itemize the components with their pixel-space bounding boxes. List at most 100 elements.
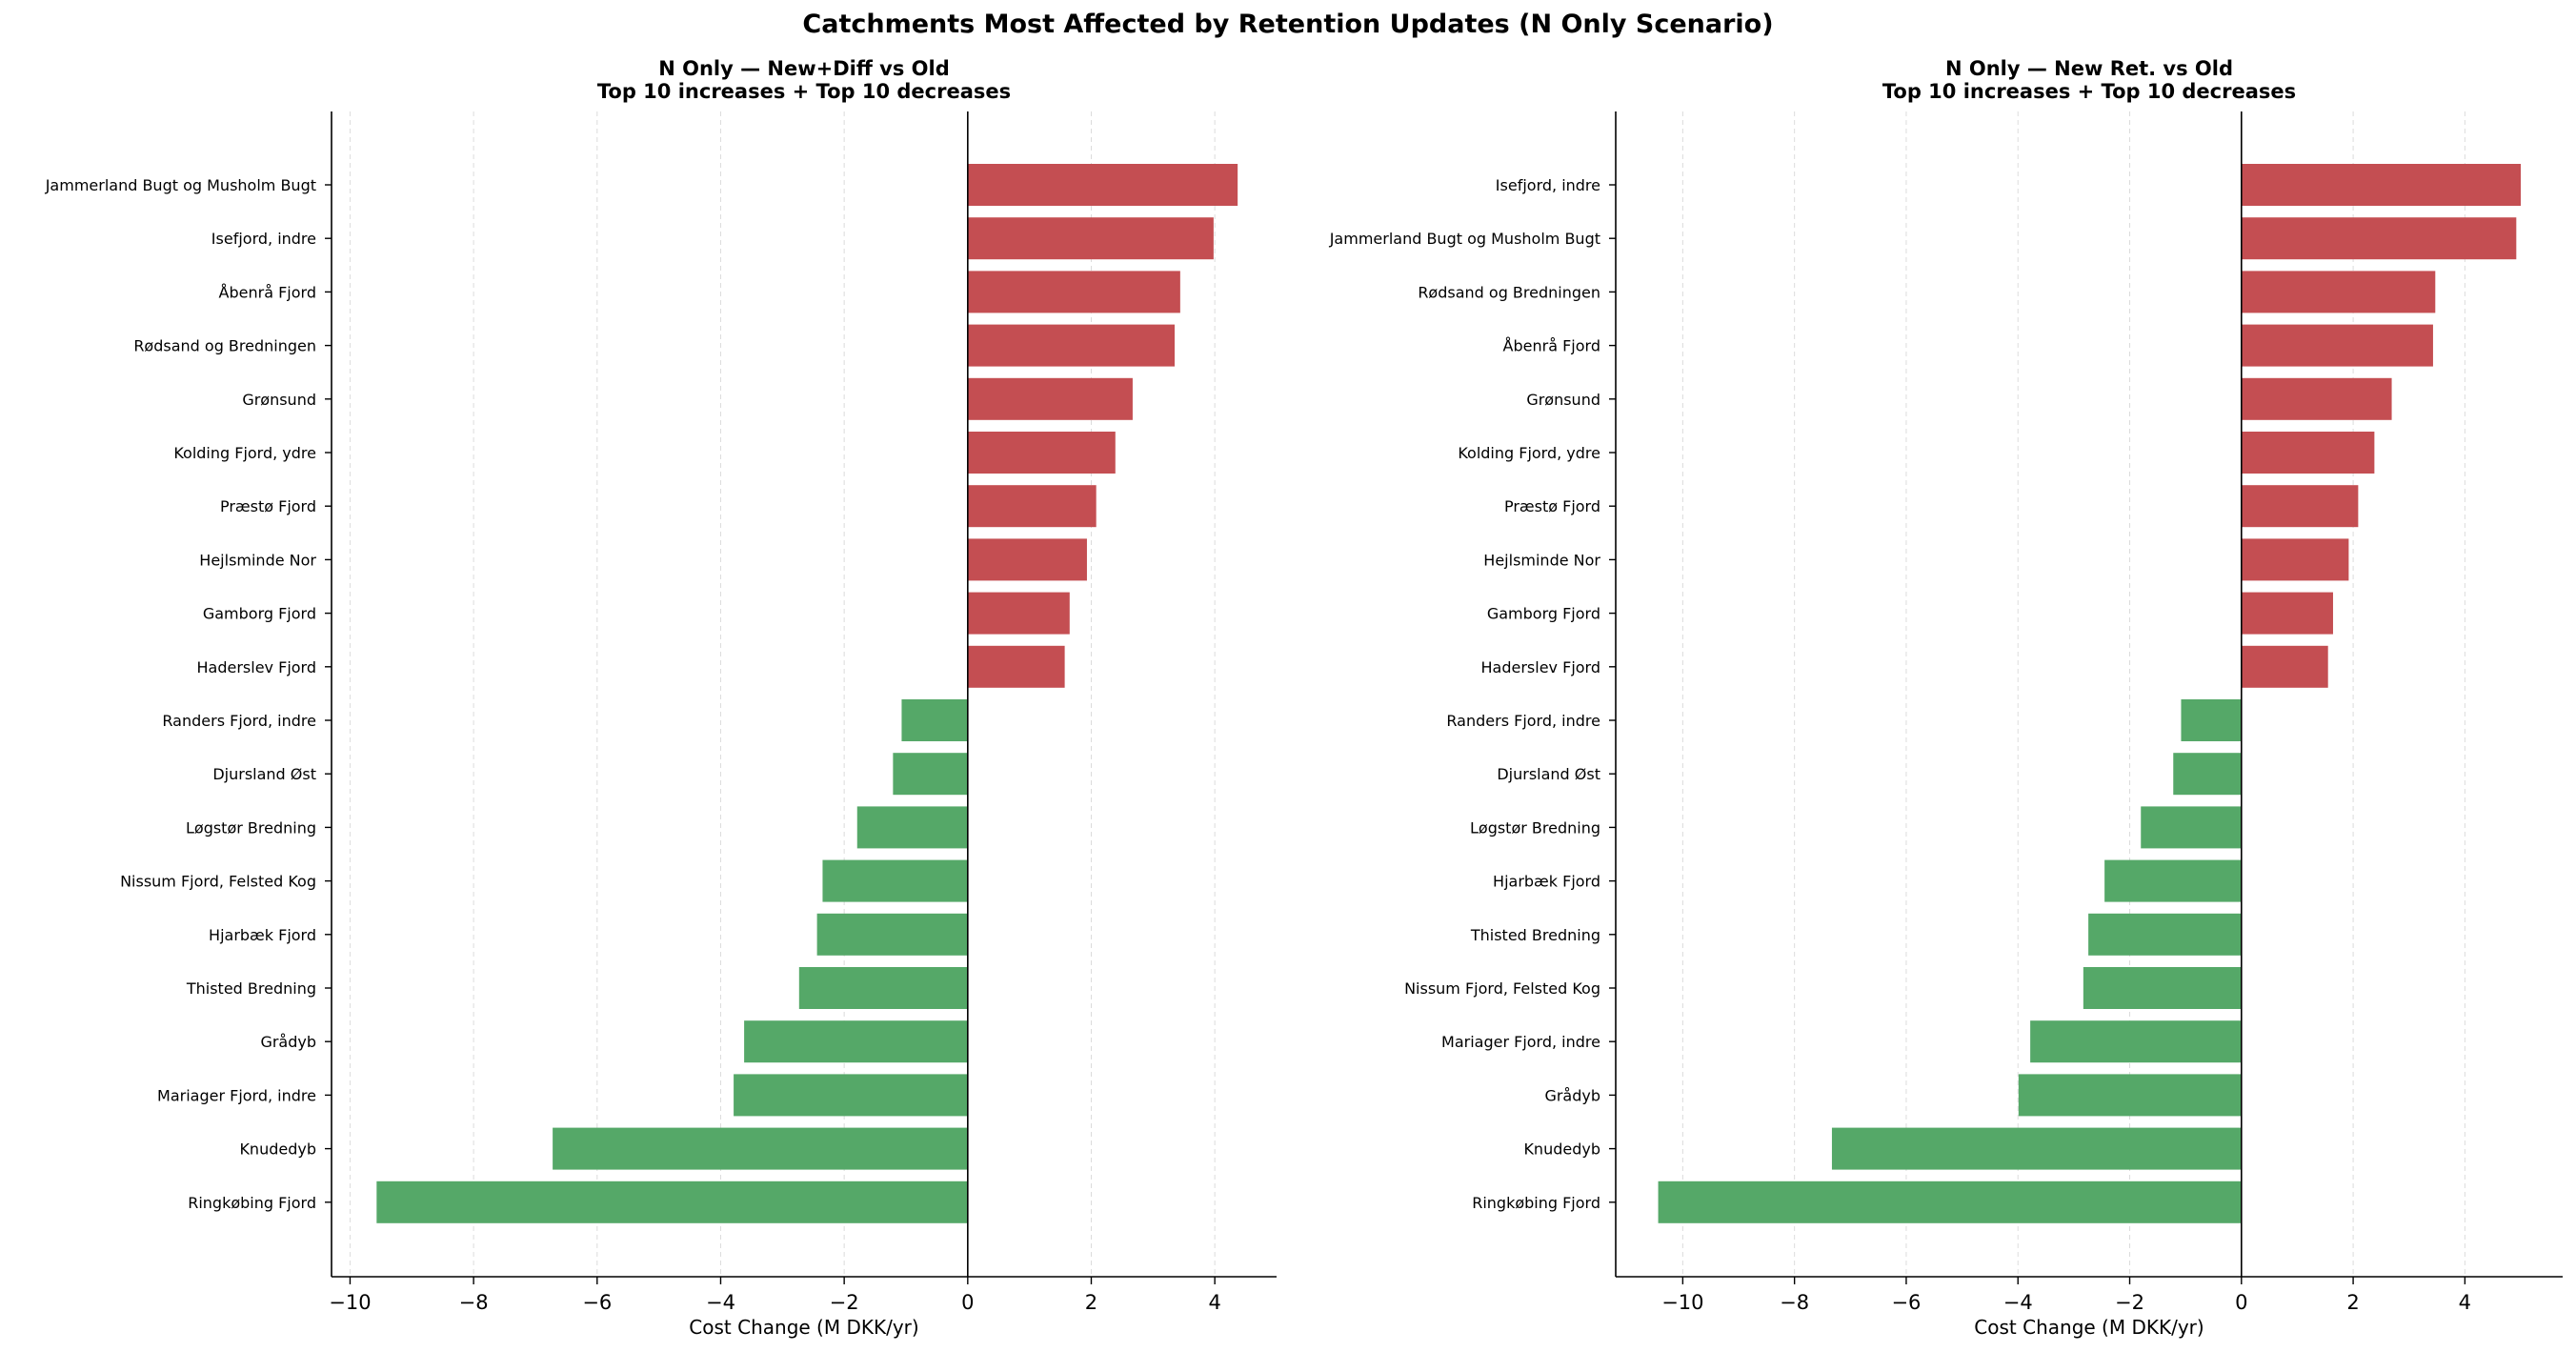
y-tick-label: Djursland Øst xyxy=(1497,765,1600,783)
y-tick-label: Rødsand og Bredningen xyxy=(133,337,316,355)
bar-increase xyxy=(967,164,1238,206)
y-tick-label: Gamborg Fjord xyxy=(1487,605,1600,623)
y-tick-label: Thisted Bredning xyxy=(1470,926,1600,944)
y-tick-label: Åbenrå Fjord xyxy=(219,283,316,301)
y-tick-label: Djursland Øst xyxy=(212,765,316,783)
y-tick-label: Isefjord, indre xyxy=(1496,176,1600,194)
y-tick-label: Ringkøbing Fjord xyxy=(188,1194,316,1212)
x-tick-label: −2 xyxy=(2115,1291,2144,1314)
y-tick-label: Grønsund xyxy=(242,391,316,409)
bar-decrease xyxy=(2030,1020,2242,1063)
y-tick-label: Præstø Fjord xyxy=(1504,497,1600,515)
bar-decrease xyxy=(856,806,968,849)
bar-decrease xyxy=(376,1180,968,1223)
x-tick-label: −4 xyxy=(706,1291,735,1314)
y-tick-label: Grønsund xyxy=(1526,391,1600,409)
y-tick-label: Løgstør Bredning xyxy=(186,818,316,837)
y-tick-label: Gamborg Fjord xyxy=(203,605,316,623)
y-tick-label: Jammerland Bugt og Musholm Bugt xyxy=(45,176,316,194)
bar-increase xyxy=(967,645,1065,688)
bar-decrease xyxy=(2018,1074,2242,1117)
y-tick-label: Haderslev Fjord xyxy=(1481,658,1600,676)
y-tick-label: Knudedyb xyxy=(239,1140,316,1159)
y-tick-label: Randers Fjord, indre xyxy=(162,712,316,730)
panel-title-line: N Only — New Ret. vs Old xyxy=(1945,57,2233,80)
figure-title: Catchments Most Affected by Retention Up… xyxy=(802,10,1774,39)
bar-increase xyxy=(2241,538,2349,581)
y-tick-label: Hjarbæk Fjord xyxy=(209,926,316,944)
bar-decrease xyxy=(2088,913,2242,956)
bar-increase xyxy=(967,592,1070,635)
bar-increase xyxy=(2241,485,2359,528)
x-tick-label: −6 xyxy=(1891,1291,1921,1314)
bar-decrease xyxy=(734,1074,968,1117)
y-tick-label: Jammerland Bugt og Musholm Bugt xyxy=(1329,230,1600,248)
x-tick-label: −10 xyxy=(329,1291,371,1314)
y-tick-label: Hjarbæk Fjord xyxy=(1493,873,1600,891)
bar-increase xyxy=(2241,164,2522,206)
y-tick-label: Haderslev Fjord xyxy=(197,658,316,676)
bar-increase xyxy=(2241,271,2436,313)
y-tick-label: Kolding Fjord, ydre xyxy=(1458,444,1600,462)
bar-decrease xyxy=(553,1127,968,1170)
x-tick-label: −2 xyxy=(830,1291,859,1314)
bar-increase xyxy=(967,432,1116,474)
bar-decrease xyxy=(893,753,968,796)
bar-increase xyxy=(2241,432,2375,474)
x-tick-label: −6 xyxy=(582,1291,612,1314)
y-tick-label: Løgstør Bredning xyxy=(1470,818,1600,837)
bar-increase xyxy=(967,377,1133,420)
bar-decrease xyxy=(2104,859,2242,902)
x-tick-label: −8 xyxy=(459,1291,489,1314)
x-axis-label: Cost Change (M DKK/yr) xyxy=(689,1316,918,1339)
y-tick-label: Mariager Fjord, indre xyxy=(1441,1033,1600,1051)
bar-decrease xyxy=(2083,967,2242,1009)
bar-increase xyxy=(2241,592,2333,635)
bar-increase xyxy=(2241,645,2328,688)
bar-decrease xyxy=(2181,699,2242,741)
y-tick-label: Hejlsminde Nor xyxy=(1483,551,1600,569)
bar-increase xyxy=(967,271,1180,313)
x-tick-label: 4 xyxy=(1208,1291,1220,1314)
bar-decrease xyxy=(2173,753,2242,796)
y-tick-label: Mariager Fjord, indre xyxy=(157,1086,316,1104)
y-tick-label: Randers Fjord, indre xyxy=(1446,712,1600,730)
y-tick-label: Ringkøbing Fjord xyxy=(1472,1194,1600,1212)
x-tick-label: 2 xyxy=(2346,1291,2359,1314)
x-tick-label: 2 xyxy=(1085,1291,1097,1314)
y-tick-label: Isefjord, indre xyxy=(211,230,316,248)
y-tick-label: Nissum Fjord, Felsted Kog xyxy=(120,873,316,891)
x-tick-label: −10 xyxy=(1661,1291,1703,1314)
y-tick-label: Nissum Fjord, Felsted Kog xyxy=(1404,979,1600,998)
bar-increase xyxy=(2241,377,2392,420)
bar-increase xyxy=(2241,324,2433,367)
panel-title-line: Top 10 increases + Top 10 decreases xyxy=(597,80,1011,103)
y-tick-label: Kolding Fjord, ydre xyxy=(173,444,316,462)
x-tick-label: 0 xyxy=(2235,1291,2247,1314)
y-tick-label: Grådyb xyxy=(260,1033,316,1051)
y-tick-label: Rødsand og Bredningen xyxy=(1418,283,1600,301)
bar-decrease xyxy=(822,859,968,902)
y-tick-label: Grådyb xyxy=(1544,1086,1600,1104)
bar-decrease xyxy=(2141,806,2242,849)
panel-title-line: N Only — New+Diff vs Old xyxy=(658,57,950,80)
bar-decrease xyxy=(816,913,968,956)
bar-decrease xyxy=(744,1020,968,1063)
bar-decrease xyxy=(798,967,968,1009)
x-tick-label: 4 xyxy=(2459,1291,2471,1314)
y-tick-label: Præstø Fjord xyxy=(220,497,316,515)
bar-increase xyxy=(967,324,1176,367)
bar-decrease xyxy=(901,699,968,741)
bar-decrease xyxy=(1831,1127,2242,1170)
bar-increase xyxy=(2241,217,2517,260)
bar-decrease xyxy=(1658,1180,2242,1223)
x-axis-label: Cost Change (M DKK/yr) xyxy=(1974,1316,2204,1339)
bar-increase xyxy=(967,217,1214,260)
bar-increase xyxy=(967,538,1087,581)
y-tick-label: Hejlsminde Nor xyxy=(199,551,316,569)
x-tick-label: 0 xyxy=(961,1291,974,1314)
y-tick-label: Knudedyb xyxy=(1523,1140,1600,1159)
